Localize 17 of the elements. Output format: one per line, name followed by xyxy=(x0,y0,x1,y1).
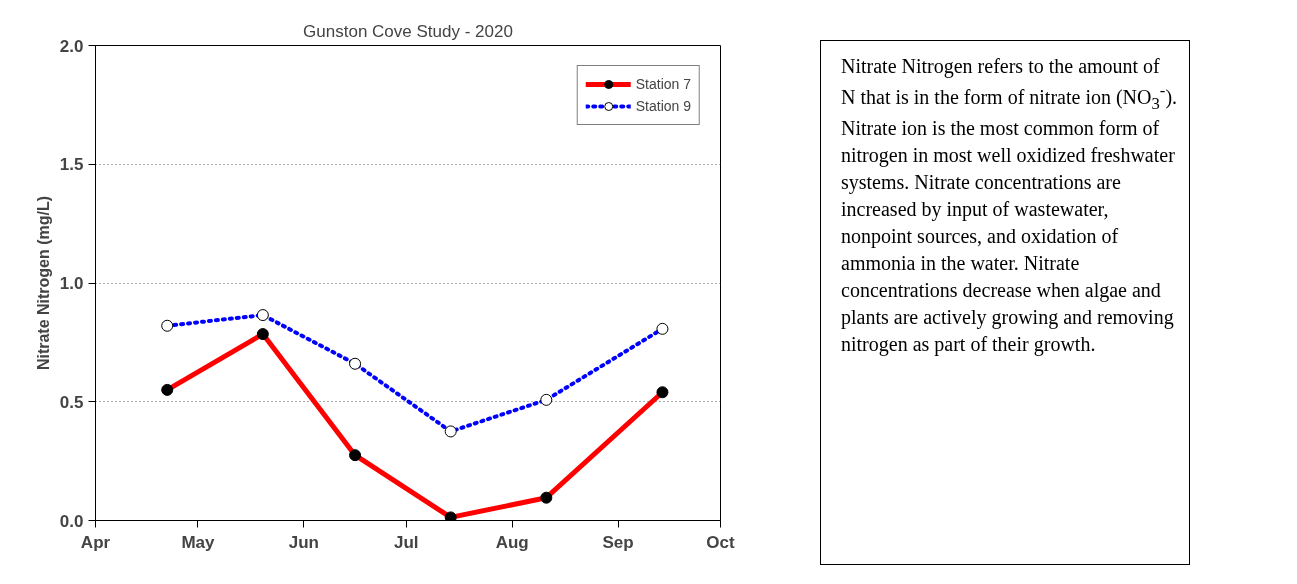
x-tick-label: Oct xyxy=(706,532,736,552)
y-tick-label: 0.0 xyxy=(59,511,84,531)
y-tick-label: 0.5 xyxy=(59,392,84,412)
x-tick-label: Aug xyxy=(495,532,529,552)
y-axis-title: Nitrate Nitrogen (mg/L) xyxy=(34,195,52,371)
x-tick-label: Apr xyxy=(80,532,111,552)
text: Nitrate Nitrogen refers to the amount of N that is in the form of nitrate ion (NO$_{3}$$^{-}$). Nitrate ion is the most common form of nitrogen in most well oxidized freshwater systems. Nitrate concentrations are increased by input of wastewater, nonpoint sources, and oxidation of ammonia in the water. Nitrate concentrations decrease when algae and plants are actively growing and removing nitrogen as part of their growth. xyxy=(841,55,1178,356)
legend-label: Station 9 xyxy=(635,97,691,116)
chart-title: Gunston Cove Study - 2020 xyxy=(303,21,513,41)
x-tick-label: Jun xyxy=(288,532,319,552)
legend-label: Station 7 xyxy=(635,75,691,94)
y-tick-label: 2.0 xyxy=(59,36,84,56)
y-tick-label: 1.5 xyxy=(59,155,84,175)
x-tick-label: May xyxy=(181,532,216,552)
y-tick-label: 1.0 xyxy=(59,274,84,293)
x-tick-label: Jul xyxy=(394,532,419,552)
x-tick-label: Sep xyxy=(602,532,634,552)
